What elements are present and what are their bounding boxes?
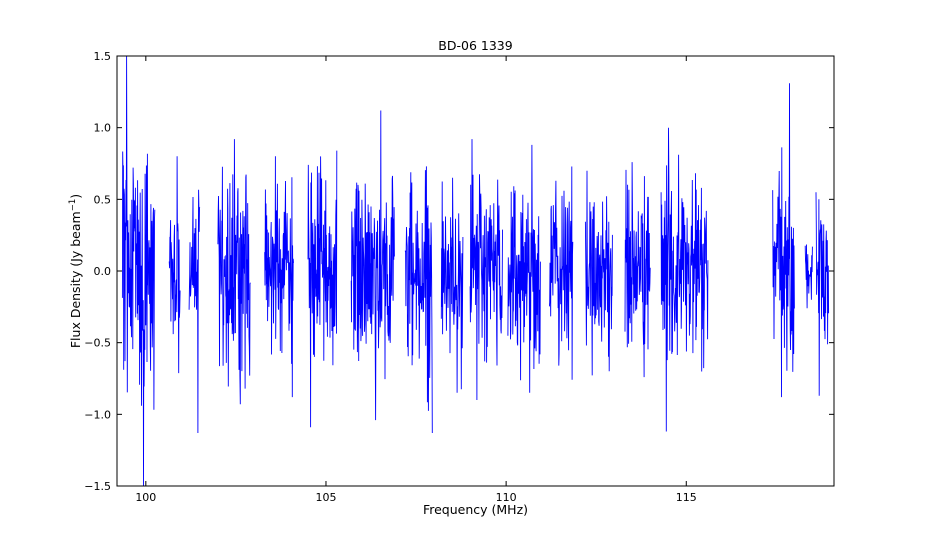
chart-title: BD-06 1339 (438, 38, 512, 53)
y-tick-label: 1.0 (94, 122, 112, 135)
series-line-segment (404, 166, 433, 434)
series-line-segment (168, 156, 181, 374)
x-tick-label: 115 (676, 491, 697, 504)
series-line-segment (350, 110, 395, 421)
y-tick-label: 0.5 (94, 193, 112, 206)
series-line-segment (217, 139, 251, 405)
series-line-segment (804, 244, 813, 309)
series-line-segment (121, 56, 156, 486)
x-axis-label: Frequency (MHz) (423, 502, 528, 517)
series-line-segment (440, 177, 464, 393)
y-axis-label-main: Flux Density (Jy beam (68, 211, 83, 348)
x-tick-label: 110 (496, 491, 517, 504)
series-line-segment (815, 192, 830, 396)
series-line-segment (188, 189, 201, 434)
series-line-segment (264, 156, 294, 398)
series-line-segment (469, 139, 503, 401)
y-axis-label: Flux Density (Jy beam−1) (68, 194, 83, 348)
x-tick-label: 105 (315, 491, 336, 504)
x-axis: 100 105 110 115 (135, 56, 697, 504)
series-line-segment (307, 150, 338, 428)
x-tick-label: 100 (135, 491, 156, 504)
series-layer (121, 56, 830, 486)
y-tick-label: −0.5 (84, 337, 111, 350)
y-tick-label: −1.5 (84, 480, 111, 493)
series-line-segment (507, 144, 541, 393)
y-tick-label: 0.0 (94, 265, 112, 278)
series-line-segment (584, 170, 613, 376)
y-axis-label-close: ) (68, 194, 83, 199)
series-line-segment (548, 166, 574, 380)
y-tick-label: −1.0 (84, 408, 111, 421)
series-line-segment (660, 127, 709, 432)
y-tick-label: 1.5 (94, 50, 112, 63)
y-axis: −1.5 −1.0 −0.5 0.0 0.5 1.0 1.5 (84, 50, 834, 493)
series-line-segment (772, 83, 795, 398)
y-axis-label-superscript: −1 (68, 199, 78, 212)
series-line-segment (624, 162, 651, 378)
